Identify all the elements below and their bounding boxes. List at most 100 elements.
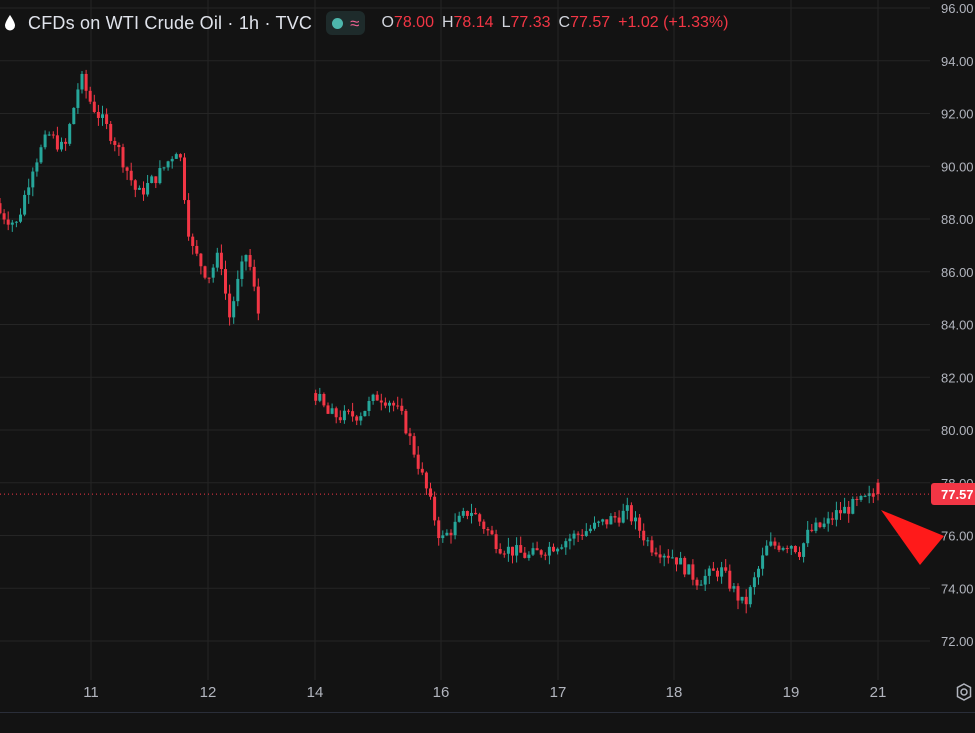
vertical-grid — [90, 0, 879, 680]
candle-body — [478, 514, 482, 522]
candle-body — [851, 498, 855, 514]
candle-body — [490, 530, 494, 535]
candle-body — [707, 568, 711, 576]
candle-body — [424, 472, 428, 489]
candle-body — [334, 408, 338, 418]
candle-body — [396, 405, 400, 407]
candle-body — [363, 410, 367, 417]
candle-body — [117, 144, 121, 148]
candle-body — [683, 557, 687, 575]
candle-body — [88, 90, 92, 102]
candle-body — [96, 111, 100, 118]
candle-body — [23, 194, 27, 215]
x-tick-label: 19 — [783, 684, 800, 701]
candle-body — [777, 545, 781, 550]
open-label: O — [381, 14, 394, 31]
candle-body — [174, 154, 178, 159]
candle-body — [605, 519, 609, 525]
candle-body — [207, 277, 211, 279]
candle-body — [215, 252, 219, 268]
candle-body — [716, 570, 719, 577]
symbol-title[interactable]: CFDs on WTI Crude Oil · 1h · TVC — [28, 12, 313, 33]
candle-body — [847, 506, 851, 514]
x-tick-label: 12 — [200, 684, 217, 701]
candle-body — [519, 545, 523, 553]
candle-body — [757, 568, 760, 578]
candle-body — [494, 534, 498, 550]
candle-body — [744, 596, 748, 605]
candle-body — [420, 468, 424, 473]
candle-body — [482, 521, 486, 530]
candle-body — [584, 531, 588, 536]
x-tick-label: 14 — [307, 684, 324, 701]
change-value: +1.02 (+1.33%) — [618, 14, 729, 31]
candle-body — [679, 557, 683, 565]
candle-body — [191, 236, 195, 246]
y-tick-label: 84.00 — [941, 318, 974, 333]
candle-body — [601, 519, 605, 522]
candle-body — [199, 253, 203, 267]
candle-body — [166, 161, 170, 168]
candle-body — [830, 518, 834, 520]
market-status-pill[interactable]: ≈ — [326, 11, 366, 35]
candle-body — [621, 510, 625, 523]
settings-gear-icon[interactable] — [953, 680, 975, 704]
status-dot-icon — [332, 17, 344, 29]
candle-body — [0, 203, 2, 214]
candle-body — [330, 408, 334, 414]
y-tick-label: 90.00 — [941, 159, 974, 174]
candle-body — [121, 147, 125, 168]
y-tick-label: 82.00 — [941, 370, 974, 385]
candle-body — [580, 534, 584, 536]
candle-body — [195, 245, 199, 254]
candle-body — [547, 546, 551, 556]
candle-body — [375, 394, 379, 401]
y-tick-label: 80.00 — [941, 423, 974, 438]
candle-body — [810, 529, 814, 531]
candle-body — [326, 405, 330, 414]
candle-body — [588, 528, 592, 532]
candle-body — [379, 400, 383, 403]
y-tick-label: 88.00 — [941, 212, 974, 227]
candle-body — [502, 553, 506, 555]
candle-body — [670, 557, 674, 559]
candle-body — [162, 167, 166, 169]
candle-body — [527, 554, 531, 558]
candle-body — [158, 168, 162, 184]
current-price-tag: 77.57 — [931, 483, 975, 505]
candle-body — [457, 515, 461, 522]
bottom-toolbar — [0, 712, 975, 733]
candle-body — [404, 410, 408, 434]
candle-body — [863, 495, 867, 497]
wave-icon: ≈ — [350, 13, 360, 33]
candle-body — [658, 554, 662, 558]
candle-body — [256, 286, 260, 314]
candle-body — [765, 545, 769, 556]
candle-body — [720, 567, 724, 577]
candle-body — [408, 433, 412, 437]
candle-body — [695, 579, 699, 586]
candle-body — [113, 140, 117, 145]
candle-body — [724, 567, 728, 571]
time-axis: 11 12 14 16 17 18 19 21 — [83, 684, 886, 701]
candle-body — [10, 222, 14, 225]
candle-body — [80, 73, 84, 90]
candle-body — [232, 301, 236, 318]
candle-body — [392, 402, 396, 406]
candle-body — [855, 498, 859, 500]
chart-legend: CFDs on WTI Crude Oil · 1h · TVC ≈ O78.0… — [0, 10, 728, 36]
candle-body — [146, 182, 150, 195]
candle-body — [429, 488, 432, 497]
candle-body — [101, 114, 104, 118]
candle-body — [31, 171, 35, 188]
candle-body — [383, 402, 387, 406]
candle-body — [347, 410, 350, 412]
candle-body — [613, 516, 617, 518]
candle-body — [654, 552, 658, 555]
candle-body — [445, 532, 449, 536]
candle-body — [486, 529, 490, 531]
candle-body — [732, 586, 736, 589]
candle-body — [634, 517, 637, 522]
candle-body — [187, 200, 191, 237]
